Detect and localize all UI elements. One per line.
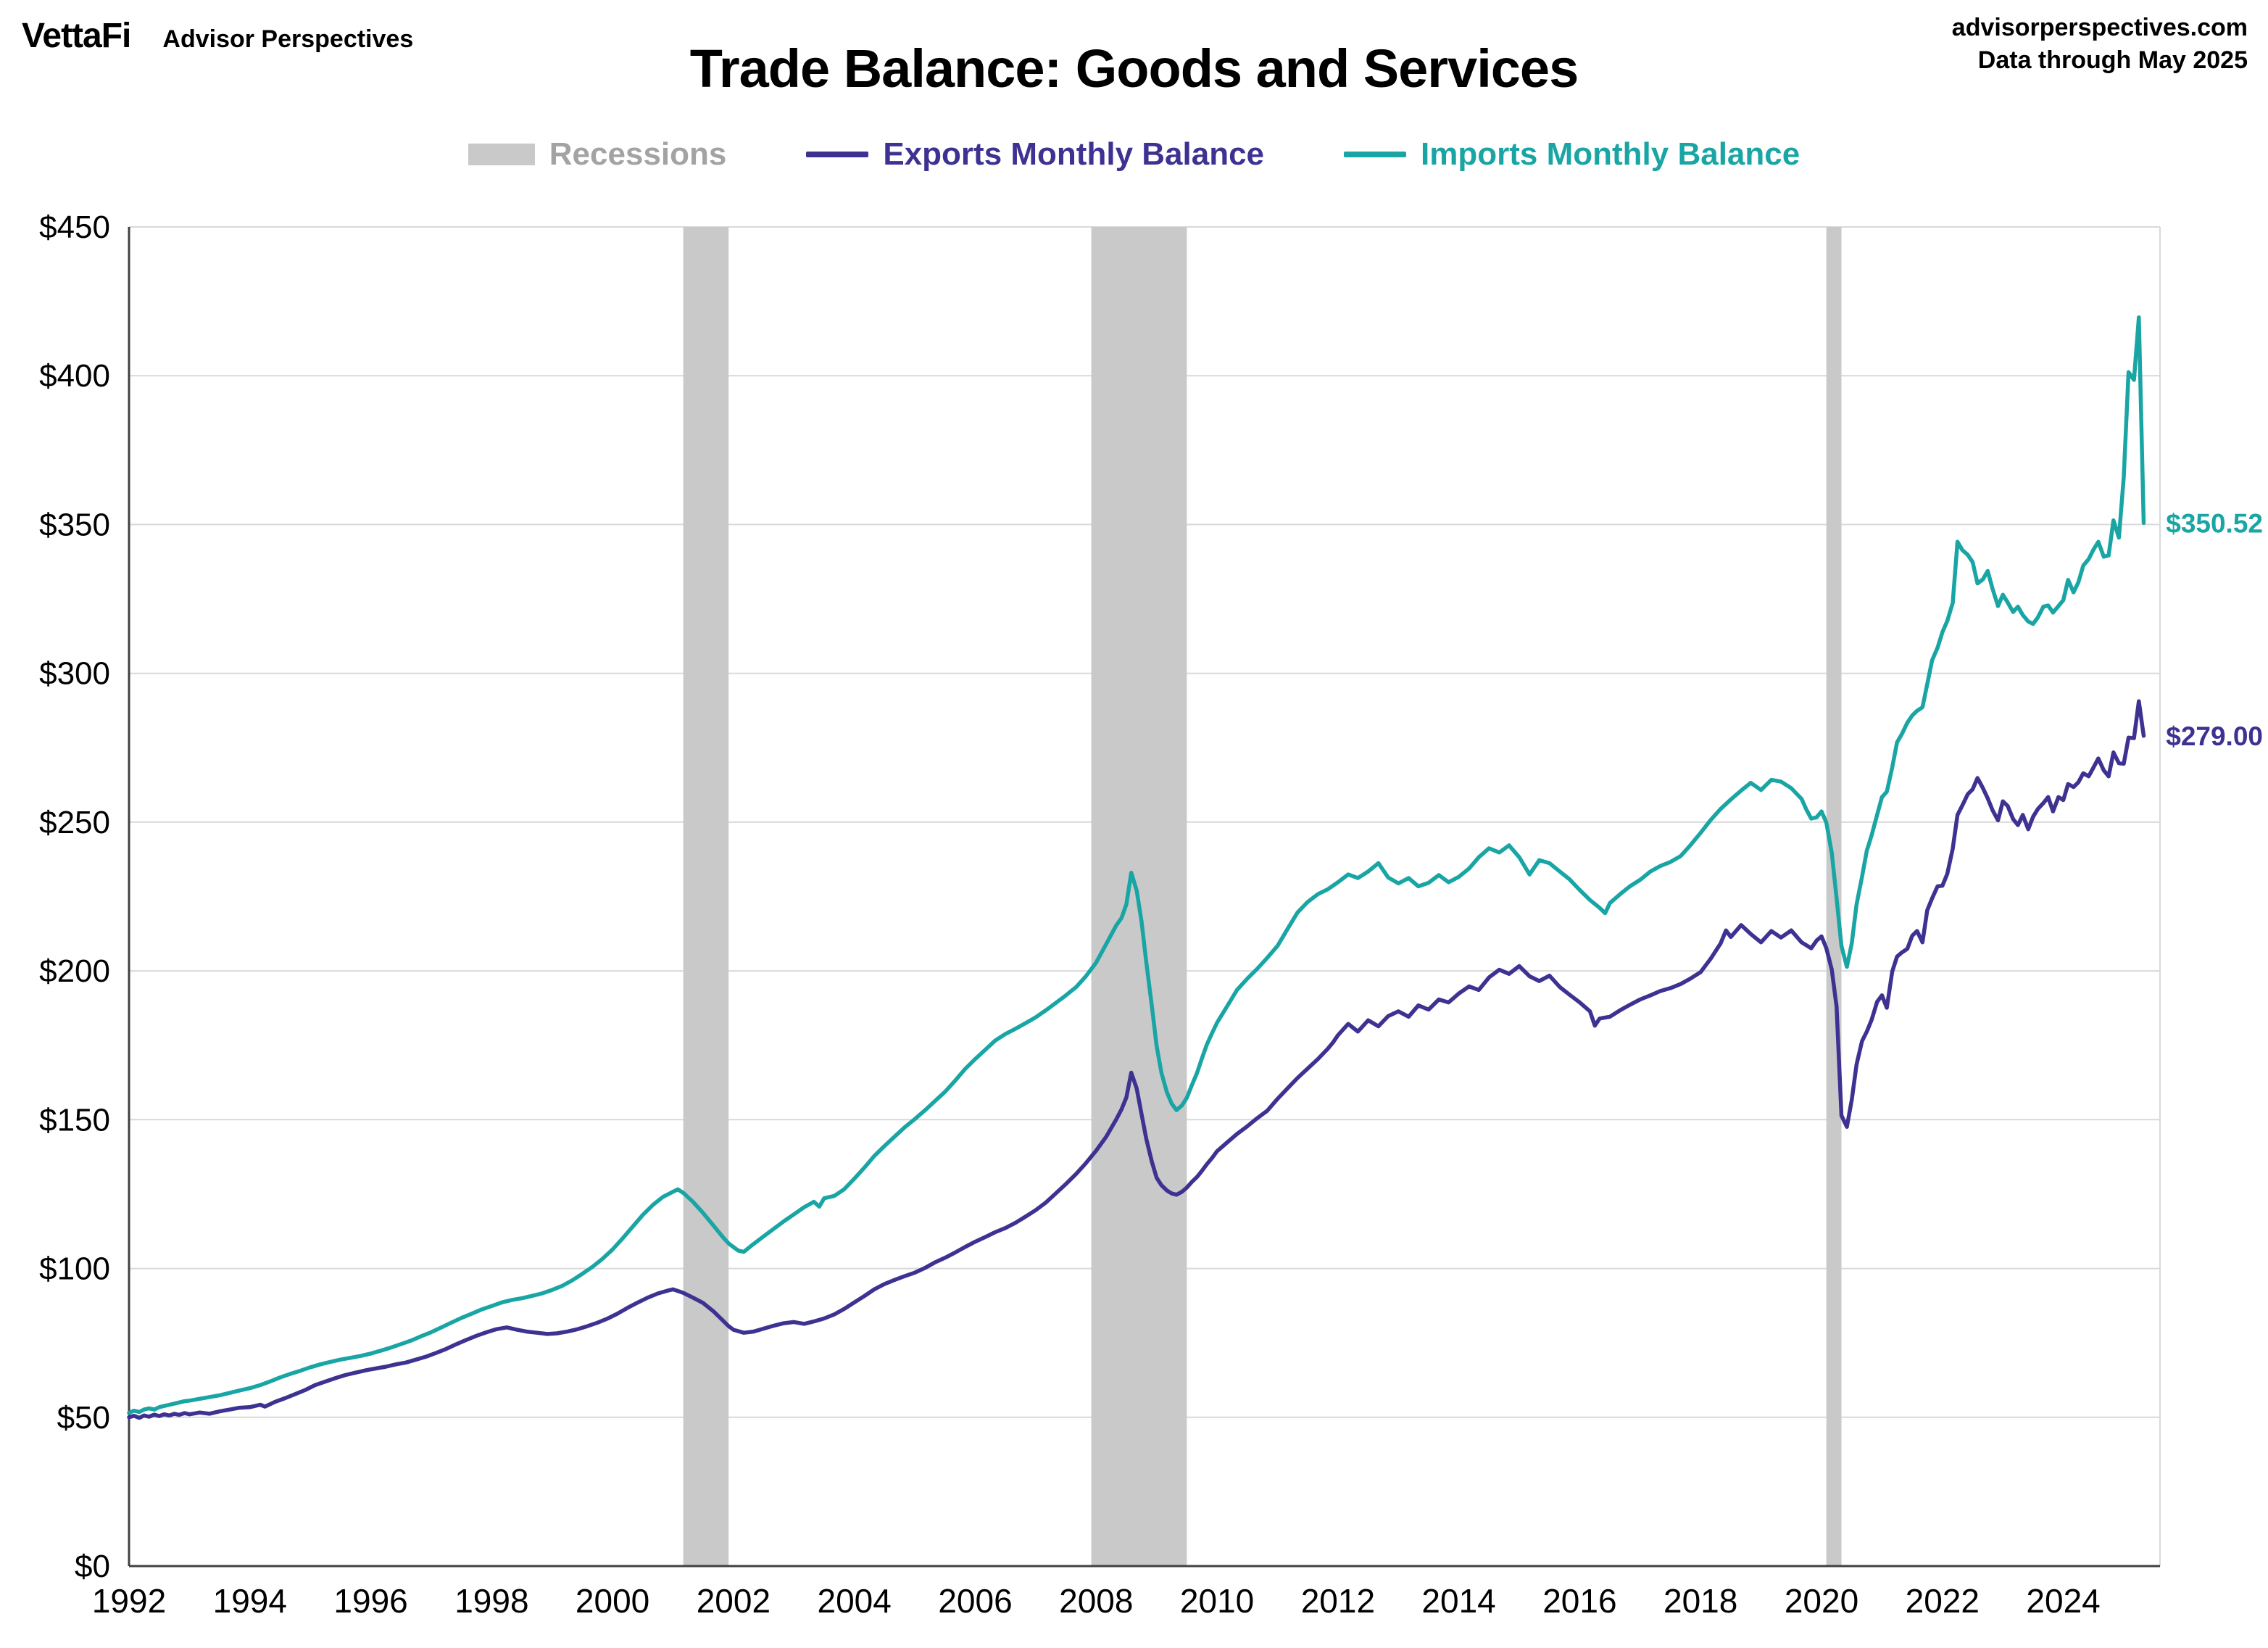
x-tick-label: 2006 [938, 1582, 1012, 1620]
x-tick-label: 2014 [1421, 1582, 1495, 1620]
y-tick-label: $400 [39, 358, 110, 394]
y-tick-label: $50 [57, 1400, 110, 1436]
imports-line-swatch [1344, 152, 1407, 157]
y-tick-label: $300 [39, 656, 110, 692]
x-tick-label: 2000 [576, 1582, 649, 1620]
y-tick-label: $450 [39, 210, 110, 245]
chart-title: Trade Balance: Goods and Services [689, 38, 1579, 99]
legend-item-imports: Imports Monthly Balance [1344, 136, 1800, 173]
legend: Recessions Exports Monthly Balance Impor… [0, 136, 2268, 173]
x-tick-label: 2024 [2026, 1582, 2100, 1620]
legend-label-recessions: Recessions [549, 136, 727, 172]
legend-label-exports: Exports Monthly Balance [883, 136, 1265, 172]
legend-item-exports: Exports Monthly Balance [806, 136, 1264, 173]
x-tick-label: 1994 [213, 1582, 287, 1620]
legend-item-recessions: Recessions [468, 136, 727, 173]
data-through-label: Data through May 2025 [1977, 46, 2248, 74]
x-tick-label: 1992 [92, 1582, 166, 1620]
advisor-perspectives-label: Advisor Perspectives [162, 25, 414, 53]
x-tick-label: 2016 [1542, 1582, 1616, 1620]
y-tick-label: $200 [39, 953, 110, 989]
y-tick-label: $250 [39, 805, 110, 840]
brand-row: VettaFi Advisor Perspectives [22, 16, 413, 56]
x-tick-label: 1998 [454, 1582, 528, 1620]
x-tick-label: 2008 [1059, 1582, 1133, 1620]
y-tick-label: $100 [39, 1251, 110, 1287]
imports-line [127, 315, 2146, 1415]
vettafi-logo: VettaFi [22, 17, 131, 55]
y-tick-label: $0 [75, 1549, 110, 1584]
source-url: advisorperspectives.com [1951, 14, 2248, 41]
x-tick-label: 2012 [1301, 1582, 1375, 1620]
source-block: advisorperspectives.com Data through May… [1952, 12, 2248, 77]
recession-band [683, 227, 729, 1566]
legend-label-imports: Imports Monthly Balance [1421, 136, 1800, 172]
y-tick-label: $350 [39, 507, 110, 542]
exports-line [127, 699, 2146, 1420]
y-tick-label: $150 [39, 1102, 110, 1138]
x-tick-label: 2020 [1785, 1582, 1858, 1620]
recession-band [1826, 227, 1842, 1566]
x-tick-label: 1996 [333, 1582, 407, 1620]
exports-line-swatch [806, 152, 869, 157]
x-tick-label: 2010 [1180, 1582, 1254, 1620]
x-tick-label: 2002 [697, 1582, 770, 1620]
x-tick-label: 2018 [1663, 1582, 1737, 1620]
x-tick-label: 2004 [818, 1582, 892, 1620]
exports-end-label: $279.00 [2166, 721, 2263, 751]
recessions-swatch [468, 144, 535, 165]
imports-end-label: $350.52 [2166, 508, 2263, 538]
x-tick-label: 2022 [1906, 1582, 1980, 1620]
